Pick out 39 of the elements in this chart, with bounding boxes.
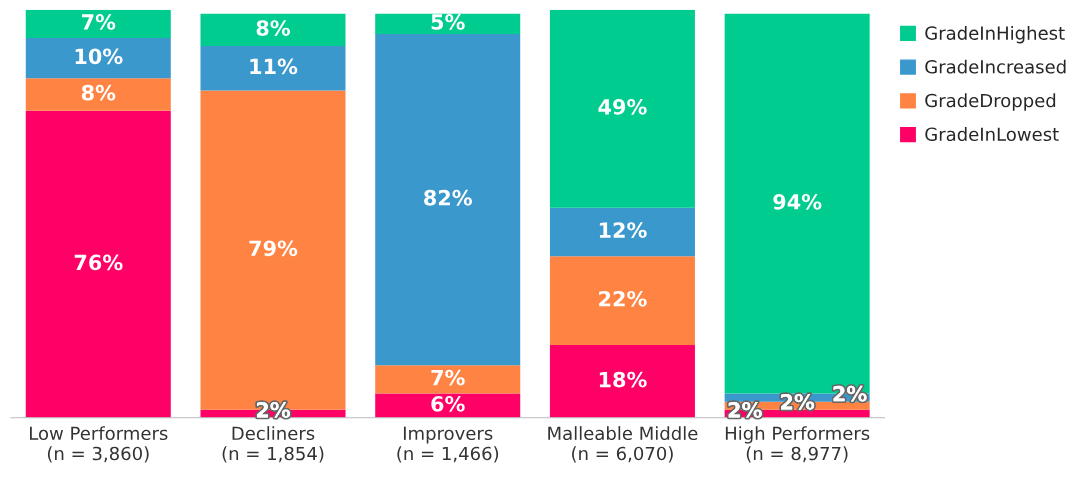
bar [375,365,521,394]
data-label: 2% [833,385,867,402]
data-label: 8% [81,84,116,101]
bar [200,13,346,47]
bar [549,207,695,257]
x-tick-label: Malleable Middle (n = 6,070) [548,426,698,463]
data-label: 10% [75,48,123,65]
data-label: 8% [256,20,291,36]
data-label: 18% [599,371,647,388]
legend-label: GradeInLowest [925,127,1059,142]
data-label: 12% [599,222,647,238]
data-label: 6% [431,395,465,412]
data-label: 7% [81,14,116,30]
x-tick-label: High Performers (n = 8,977) [725,426,870,463]
data-label: 5% [431,14,465,30]
bar [25,37,171,79]
bar [549,256,695,346]
bar [375,13,521,34]
bar [25,9,171,38]
x-tick-label: Improvers (n = 1,466) [397,426,499,463]
legend-label: GradeDropped [925,93,1056,111]
bar [375,33,521,366]
data-label: 82% [424,189,472,206]
data-label: 22% [599,290,647,307]
data-label: 49% [598,98,647,115]
data-label: 94% [773,193,822,210]
bar [25,110,171,418]
legend-label: GradeInHighest [925,25,1065,44]
data-label: 11% [250,58,298,75]
data-label: 76% [74,254,123,271]
legend-label: GradeIncreased [925,59,1066,74]
data-label: 7% [431,369,465,386]
bar [25,78,171,111]
bar [549,9,695,208]
bar [549,345,695,418]
x-tick-label: Low Performers (n = 3,860) [30,426,168,463]
data-label: 79% [249,240,298,257]
x-tick-label: Decliners (n = 1,854) [222,426,324,463]
bar [200,46,346,91]
